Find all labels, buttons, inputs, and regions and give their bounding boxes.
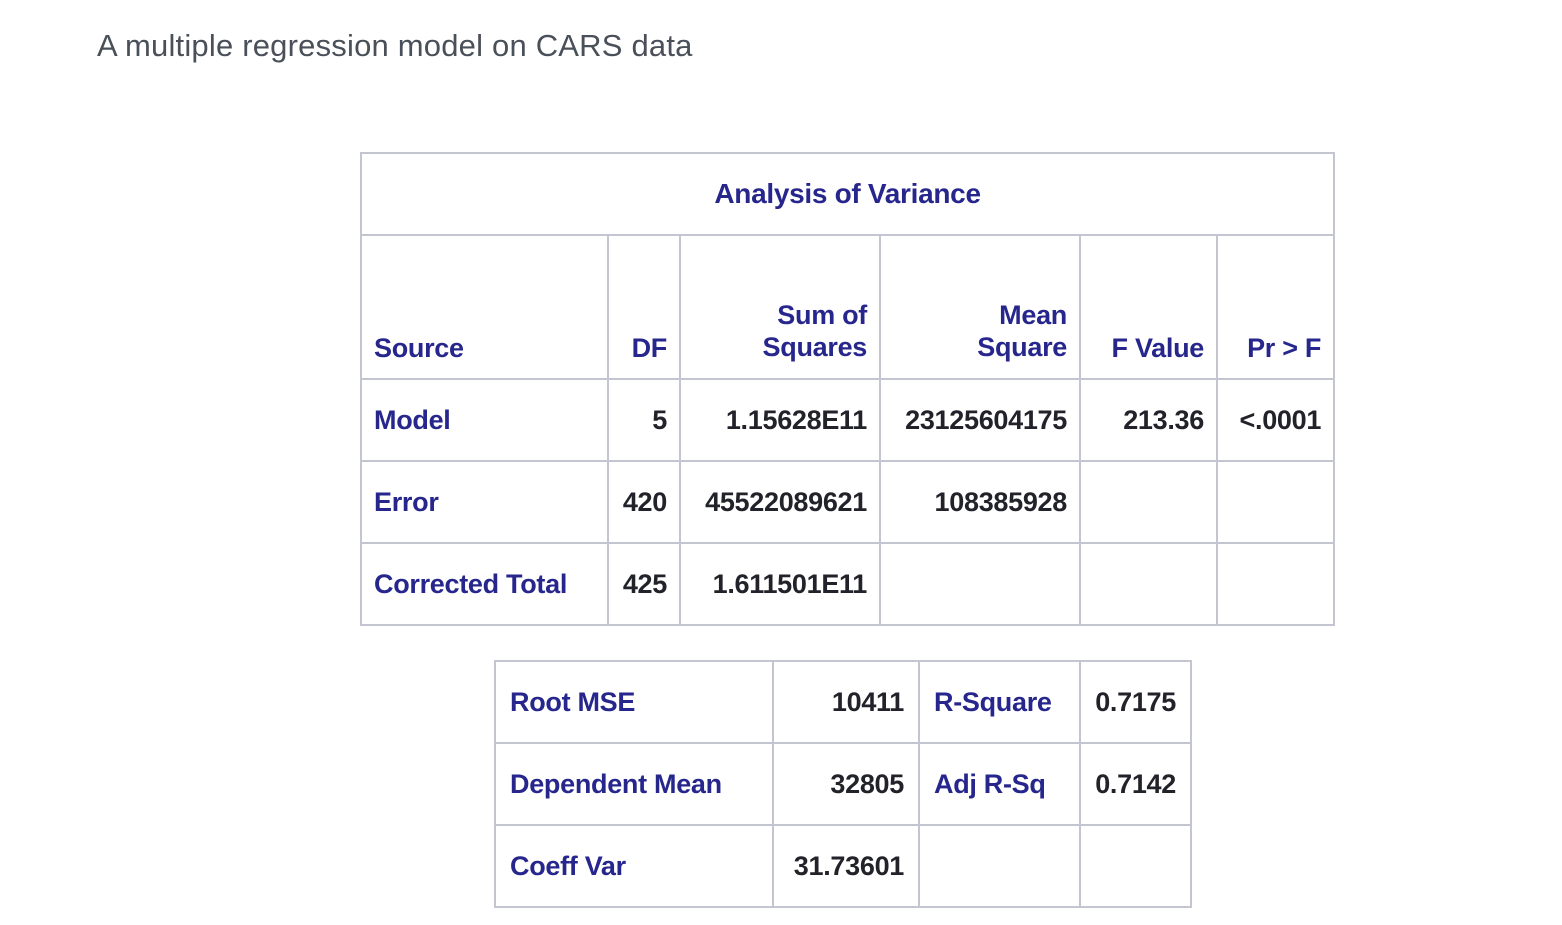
model-sum-of-squares: 1.15628E11 [679, 378, 881, 462]
dependent-mean-value: 32805 [772, 742, 920, 826]
anova-header-row: Source DF Sum of Squares Mean Square F V… [360, 234, 1336, 380]
col-header-df: DF [607, 234, 681, 380]
root-mse-label: Root MSE [494, 660, 774, 744]
corrected-total-pr-f [1215, 542, 1336, 626]
corrected-total-f-value [1079, 542, 1218, 626]
root-mse-value: 10411 [772, 660, 920, 744]
page-title: A multiple regression model on CARS data [97, 28, 693, 63]
model-df: 5 [607, 378, 681, 462]
error-f-value [1079, 460, 1218, 544]
col-header-mean-square-label: Mean Square [977, 300, 1067, 363]
anova-table: Analysis of Variance Source DF Sum of Sq… [359, 152, 1336, 626]
error-sum-of-squares: 45522089621 [679, 460, 881, 544]
model-f-value: 213.36 [1079, 378, 1218, 462]
row-label-model: Model [360, 378, 609, 462]
error-pr-f [1215, 460, 1336, 544]
model-mean-square: 23125604175 [879, 378, 1081, 462]
fit-stats-table: Root MSE 10411 R-Square 0.7175 Dependent… [494, 660, 1192, 908]
table-row-dependent-mean: Dependent Mean 32805 Adj R-Sq 0.7142 [494, 742, 1192, 826]
table-row-model: Model 5 1.15628E11 23125604175 213.36 <.… [360, 378, 1336, 462]
col-header-pr-f: Pr > F [1215, 234, 1336, 380]
dependent-mean-label: Dependent Mean [494, 742, 774, 826]
table-row-coeff-var: Coeff Var 31.73601 [494, 824, 1192, 908]
table-row-corrected-total: Corrected Total 425 1.611501E11 [360, 542, 1336, 626]
table-row-root-mse: Root MSE 10411 R-Square 0.7175 [494, 660, 1192, 744]
error-df: 420 [607, 460, 681, 544]
coeff-var-value: 31.73601 [772, 824, 920, 908]
coeff-var-label: Coeff Var [494, 824, 774, 908]
anova-table-title: Analysis of Variance [359, 152, 1336, 236]
col-header-source: Source [360, 234, 609, 380]
error-mean-square: 108385928 [879, 460, 1081, 544]
corrected-total-sum-of-squares: 1.611501E11 [679, 542, 881, 626]
table-row-error: Error 420 45522089621 108385928 [360, 460, 1336, 544]
r-square-value: 0.7175 [1079, 660, 1192, 744]
col-header-sum-of-squares-label: Sum of Squares [762, 300, 868, 363]
anova-caption-row: Analysis of Variance [359, 152, 1336, 236]
row-label-error: Error [360, 460, 609, 544]
fit-empty-value [1079, 824, 1192, 908]
corrected-total-mean-square [879, 542, 1081, 626]
corrected-total-df: 425 [607, 542, 681, 626]
model-pr-f: <.0001 [1215, 378, 1336, 462]
col-header-mean-square: Mean Square [879, 234, 1081, 380]
row-label-corrected-total: Corrected Total [360, 542, 609, 626]
col-header-sum-of-squares: Sum of Squares [679, 234, 881, 380]
col-header-f-value: F Value [1079, 234, 1218, 380]
fit-empty-label [918, 824, 1081, 908]
adj-r-sq-label: Adj R-Sq [918, 742, 1081, 826]
adj-r-sq-value: 0.7142 [1079, 742, 1192, 826]
r-square-label: R-Square [918, 660, 1081, 744]
